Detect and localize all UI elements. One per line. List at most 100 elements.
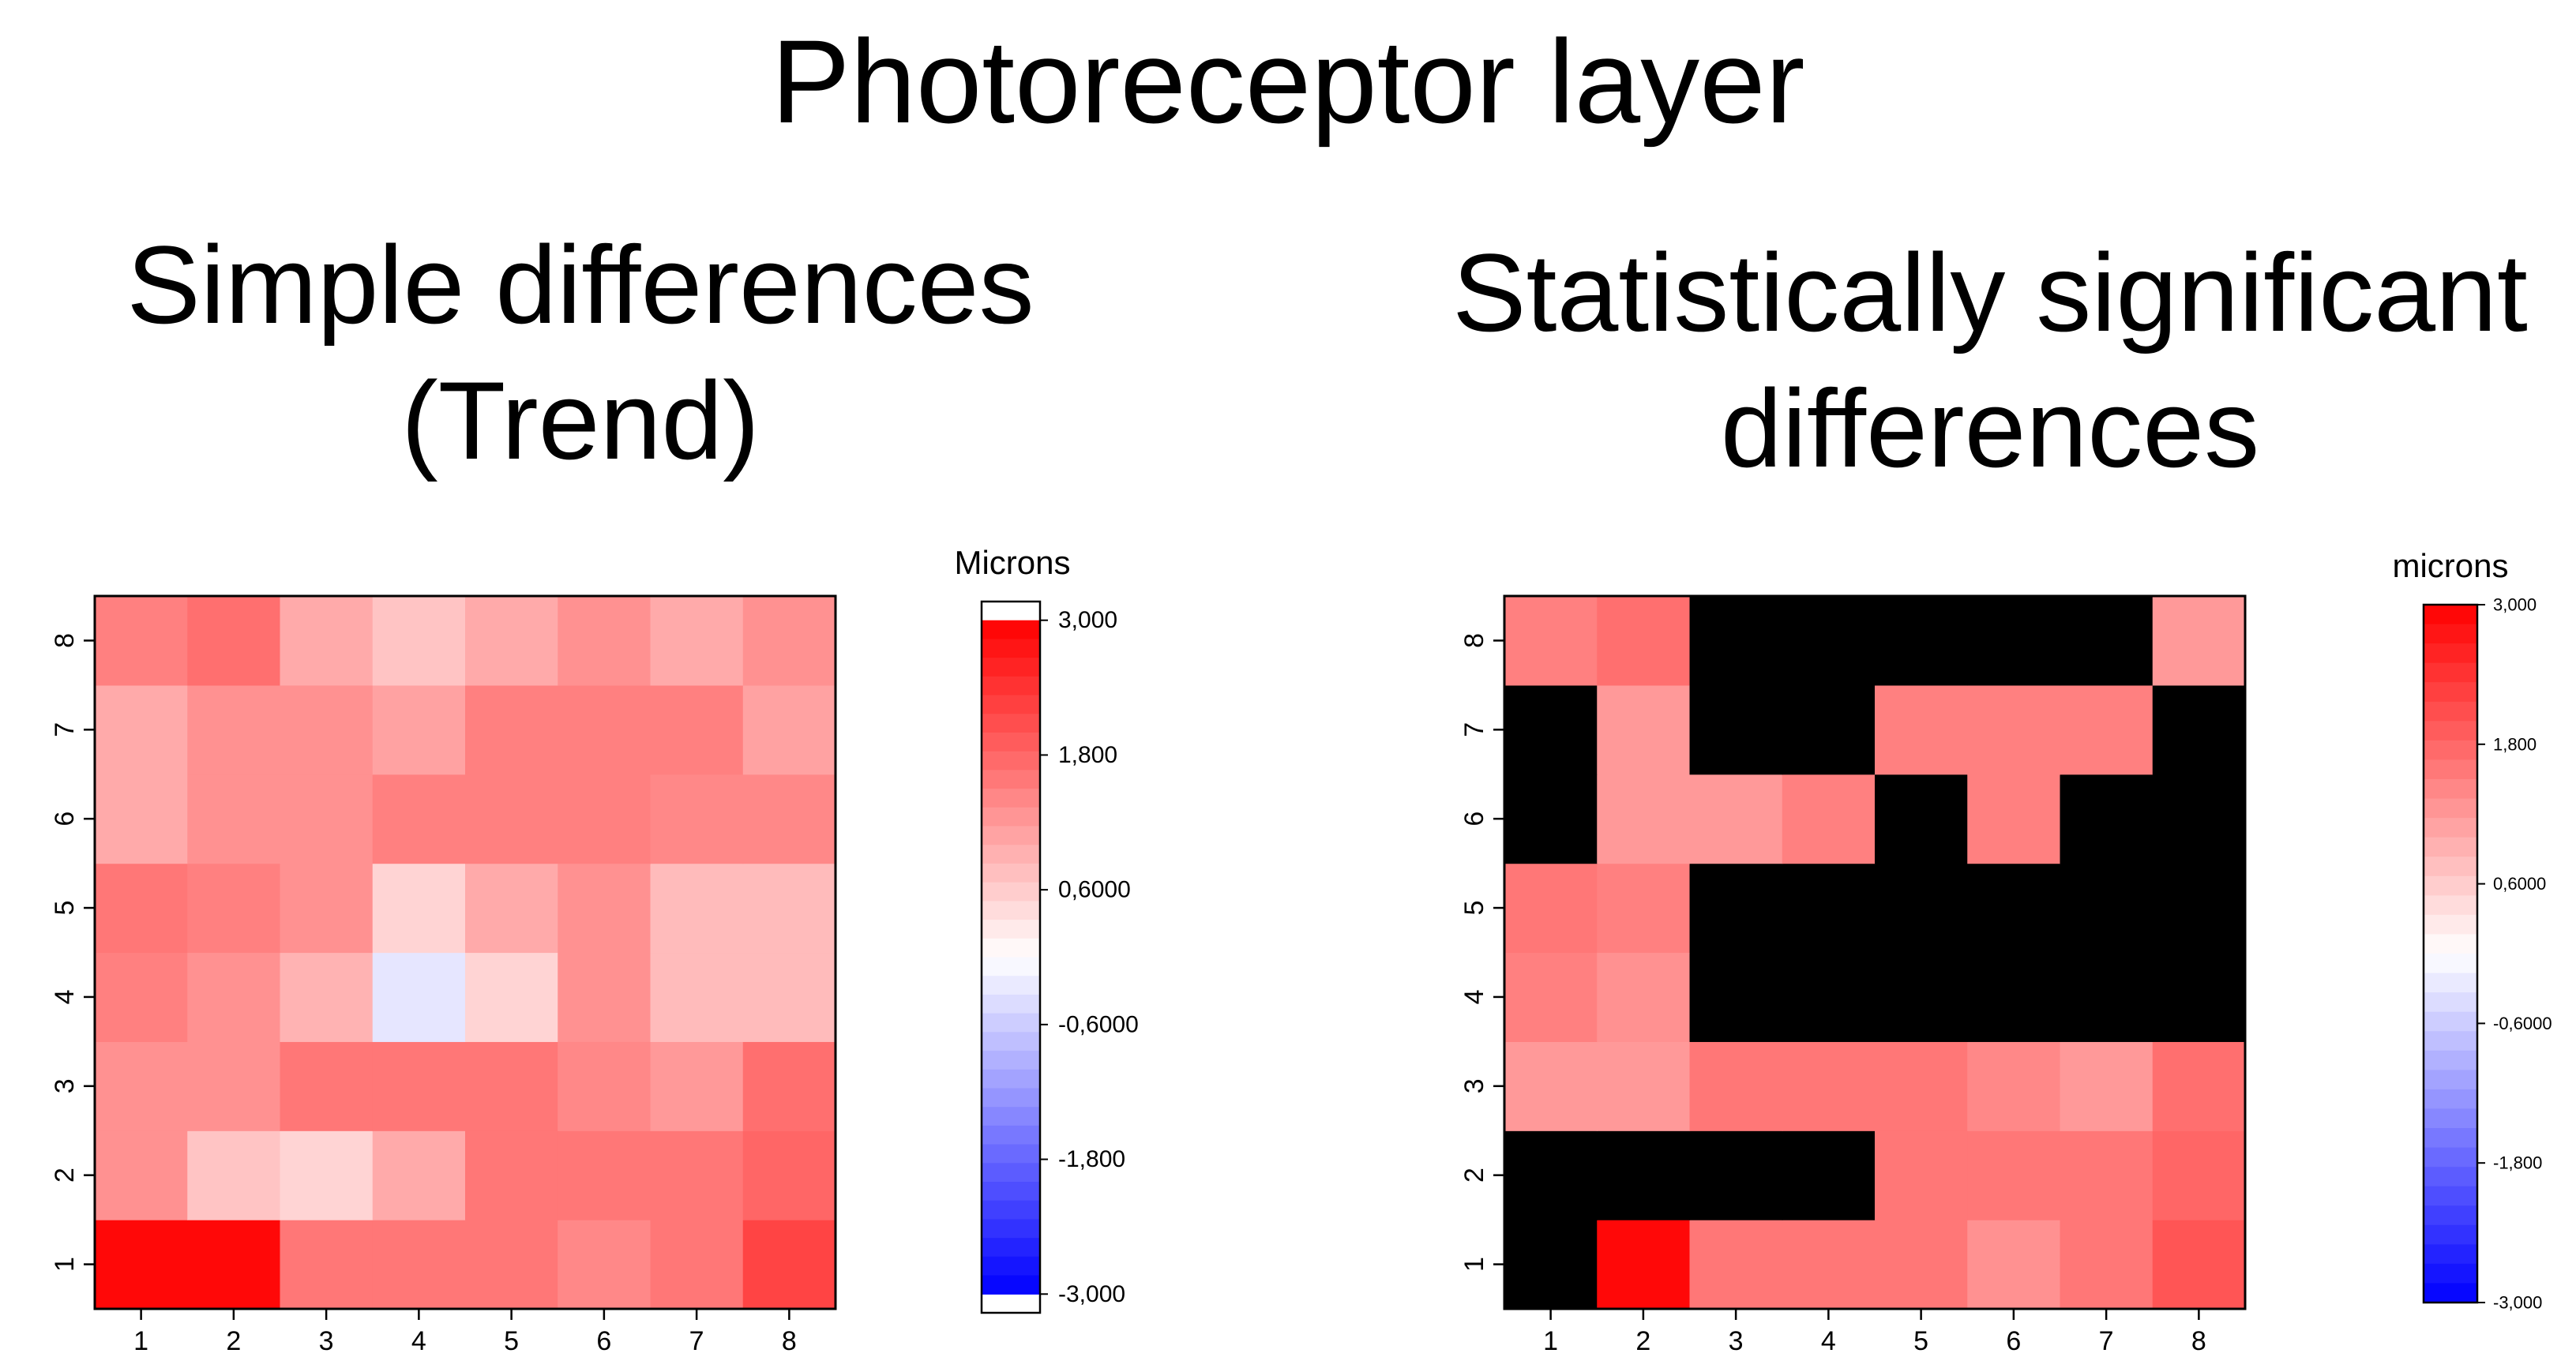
y-tick-label: 4: [50, 989, 80, 1004]
x-tick-label: 6: [596, 1326, 611, 1356]
heatmap-cell: [2060, 1041, 2154, 1131]
heatmap-cell: [2060, 863, 2154, 954]
heatmap-cell: [95, 1130, 188, 1220]
colorbar-title: microns: [2392, 547, 2508, 584]
heatmap-cell: [2060, 596, 2154, 686]
heatmap-cell: [2152, 684, 2246, 775]
heatmap-cell: [1689, 1041, 1783, 1131]
y-tick-label: 7: [50, 722, 80, 737]
colorbar-swatch: [2424, 798, 2477, 819]
colorbar-swatch: [2424, 624, 2477, 644]
colorbar-swatch: [982, 901, 1040, 920]
heatmap-cell: [1967, 863, 2061, 954]
colorbar-swatch: [982, 1275, 1040, 1295]
colorbar-tick-label: 0,6000: [1058, 877, 1131, 903]
y-tick-label: 5: [50, 901, 80, 916]
heatmap-cell: [650, 1130, 744, 1220]
heatmap-cell: [2152, 1220, 2246, 1310]
heatmap-cell: [2152, 774, 2246, 864]
colorbar-swatch: [982, 1144, 1040, 1164]
colorbar-swatch: [2424, 837, 2477, 857]
colorbar-swatch: [982, 994, 1040, 1014]
heatmap-cell: [742, 1130, 836, 1220]
heatmap-cell: [465, 1220, 558, 1310]
heatmap-cell: [1504, 952, 1598, 1042]
colorbar-swatch: [2424, 1031, 2477, 1051]
colorbar-swatch: [982, 826, 1040, 845]
heatmap-cell: [465, 863, 558, 954]
colorbar-swatch: [982, 695, 1040, 714]
x-tick-label: 1: [1543, 1326, 1558, 1356]
heatmap-cell: [742, 952, 836, 1042]
heatmap-cell: [1967, 1041, 2061, 1131]
heatmap-cell: [1875, 863, 1968, 954]
heatmap-cell: [280, 1220, 374, 1310]
colorbar-tick-label: -1,800: [2493, 1153, 2542, 1173]
heatmap-cell: [1782, 863, 1876, 954]
x-tick-label: 3: [319, 1326, 334, 1356]
heatmap-cell: [1967, 1130, 2061, 1220]
heatmap-cell: [280, 952, 374, 1042]
colorbar-swatch: [2424, 1128, 2477, 1149]
heatmap-cell: [280, 1130, 374, 1220]
heatmap-cell: [1782, 1220, 1876, 1310]
heatmap-cell: [95, 684, 188, 775]
heatmap-cell: [372, 863, 466, 954]
y-tick-label: 7: [1459, 722, 1489, 737]
colorbar-swatch: [982, 863, 1040, 883]
heatmap-cell: [280, 774, 374, 864]
heatmap-cell: [1689, 774, 1783, 864]
plot-frame: [1503, 594, 2247, 1310]
y-tick-label: 8: [50, 633, 80, 648]
heatmap-cell: [465, 596, 558, 686]
heatmap-cell: [1504, 596, 1598, 686]
heatmap-cell: [1597, 952, 1691, 1042]
heatmap-cell: [187, 596, 281, 686]
heatmap-cell: [465, 684, 558, 775]
colorbar-swatch: [982, 639, 1040, 658]
right-chart-title-line2: differences: [1720, 366, 2260, 490]
figure-title: Photoreceptor layer: [771, 15, 1805, 148]
x-tick-label: 8: [782, 1326, 797, 1356]
x-tick-label: 7: [689, 1326, 704, 1356]
heatmap-cell: [187, 1041, 281, 1131]
heatmap-cell: [372, 1130, 466, 1220]
colorbar-swatch: [2424, 721, 2477, 741]
colorbar-swatch: [2424, 1108, 2477, 1129]
heatmap-cell: [1597, 1220, 1691, 1310]
heatmap-cell: [1504, 1041, 1598, 1131]
heatmap-cell: [95, 952, 188, 1042]
colorbar-swatch: [982, 1051, 1040, 1070]
heatmap-cell: [465, 1130, 558, 1220]
colorbar-swatch: [2424, 895, 2477, 916]
heatmap-cell: [650, 952, 744, 1042]
colorbar-swatch: [2424, 1011, 2477, 1032]
heatmap-cell: [2152, 863, 2246, 954]
colorbar-swatch: [2424, 1167, 2477, 1187]
colorbar-swatch: [2424, 934, 2477, 954]
heatmap-cell: [372, 1220, 466, 1310]
heatmap-cell: [2060, 1130, 2154, 1220]
colorbar-swatch: [2424, 973, 2477, 993]
heatmap-cell: [1967, 596, 2061, 686]
heatmap-cell: [1689, 1130, 1783, 1220]
heatmap-cell: [1689, 684, 1783, 775]
colorbar-swatch: [982, 732, 1040, 752]
x-tick-label: 4: [411, 1326, 426, 1356]
colorbar-swatch: [2424, 1050, 2477, 1070]
colorbar-swatch: [982, 1125, 1040, 1145]
colorbar-tick-label: 3,000: [2493, 595, 2537, 615]
plot-frame: [93, 594, 837, 1310]
colorbar-swatch: [982, 957, 1040, 977]
heatmap-cell: [280, 863, 374, 954]
heatmap-cell: [2152, 1130, 2246, 1220]
heatmap-cell: [1597, 684, 1691, 775]
y-tick-label: 3: [1459, 1078, 1489, 1093]
heatmap-cell: [465, 774, 558, 864]
heatmap-cell: [650, 684, 744, 775]
colorbar-tick-label: -3,000: [1058, 1281, 1125, 1307]
colorbar-swatch: [982, 620, 1040, 640]
colorbar-swatch: [2424, 1089, 2477, 1110]
colorbar-swatch: [982, 1163, 1040, 1183]
heatmap-cell: [95, 863, 188, 954]
